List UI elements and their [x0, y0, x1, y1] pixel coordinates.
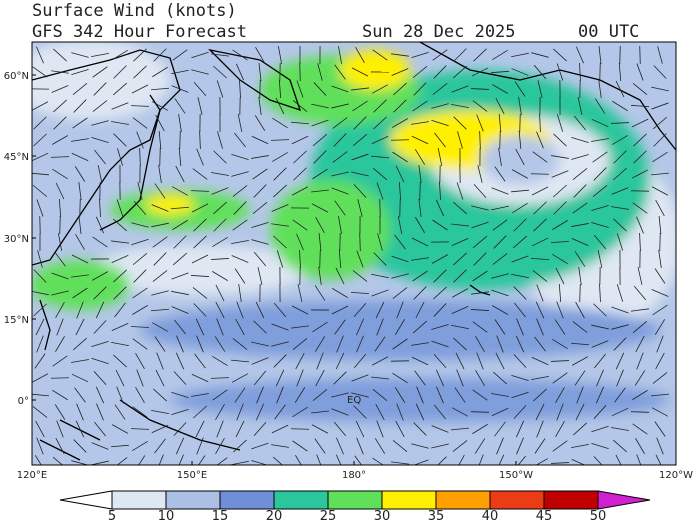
- time: 00 UTC: [578, 22, 639, 42]
- colorbar: 5 10 15 20 25 30 35 40 45 50: [60, 491, 650, 524]
- title: Surface Wind (knots): [32, 1, 237, 21]
- barb: [260, 80, 261, 98]
- longitude-label: 120°W: [659, 470, 693, 481]
- longitude-label: 150°E: [177, 470, 207, 481]
- colorbar-segment: [274, 491, 328, 509]
- latitude-labels: 60°N 45°N 30°N 15°N 0°: [4, 71, 36, 407]
- barb: [580, 284, 581, 302]
- latitude-label: 60°N: [4, 71, 29, 82]
- colorbar-label: 40: [482, 509, 499, 524]
- longitude-label: 150°W: [499, 470, 533, 481]
- barb: [320, 250, 321, 268]
- colorbar-label: 45: [536, 509, 553, 524]
- barb: [391, 140, 409, 141]
- colorbar-triangle: [60, 491, 112, 509]
- colorbar-label: 20: [266, 509, 283, 524]
- barb: [531, 174, 549, 175]
- colorbar-segment: [328, 491, 382, 509]
- map-area: EQ: [10, 40, 680, 471]
- colorbar-segment: [544, 491, 598, 509]
- latitude-label: 30°N: [4, 234, 29, 245]
- colorbar-label: 35: [428, 509, 445, 524]
- barb: [520, 114, 521, 132]
- longitude-label: 180°: [342, 470, 366, 481]
- barb: [640, 46, 641, 64]
- colorbar-label: 30: [374, 509, 391, 524]
- colorbar-label: 5: [108, 509, 116, 524]
- subtitle: GFS 342 Hour Forecast: [32, 22, 247, 42]
- colorbar-segment: [166, 491, 220, 509]
- colorbar-label: 50: [590, 509, 607, 524]
- longitude-label: 120°E: [17, 470, 47, 481]
- barb: [51, 378, 69, 379]
- colorbar-segment: [112, 491, 166, 509]
- colorbar-label: 25: [320, 509, 337, 524]
- colorbar-segment: [436, 491, 490, 509]
- colorbar-label: 10: [158, 509, 175, 524]
- barb: [660, 233, 661, 251]
- colorbar-segment: [490, 491, 544, 509]
- colorbar-label: 15: [212, 509, 229, 524]
- colorbar-triangle: [598, 491, 650, 509]
- latitude-label: 45°N: [4, 152, 29, 163]
- barb: [80, 199, 81, 217]
- latitude-label: 15°N: [4, 315, 29, 326]
- date: Sun 28 Dec 2025: [362, 22, 516, 42]
- equator-label: EQ: [347, 395, 361, 406]
- barb: [600, 63, 601, 81]
- latitude-label: 0°: [18, 396, 29, 407]
- colorbar-segment: [382, 491, 436, 509]
- colorbar-segment: [220, 491, 274, 509]
- barb: [420, 182, 421, 200]
